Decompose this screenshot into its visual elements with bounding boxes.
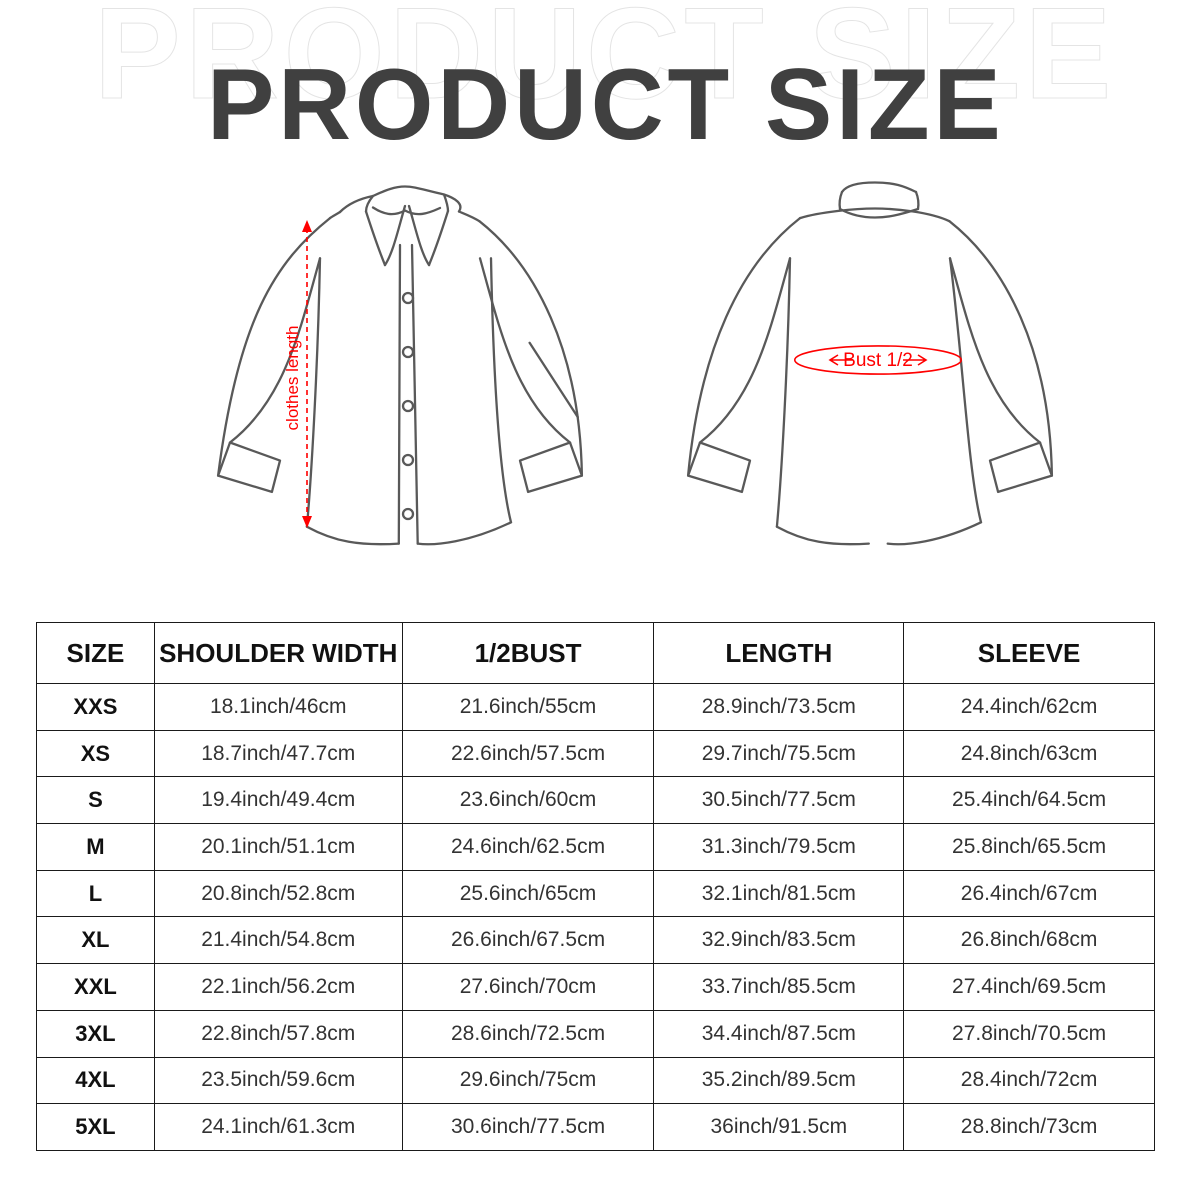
svg-text:clothes length: clothes length bbox=[283, 326, 302, 431]
svg-text:Bust 1/2: Bust 1/2 bbox=[843, 350, 913, 371]
